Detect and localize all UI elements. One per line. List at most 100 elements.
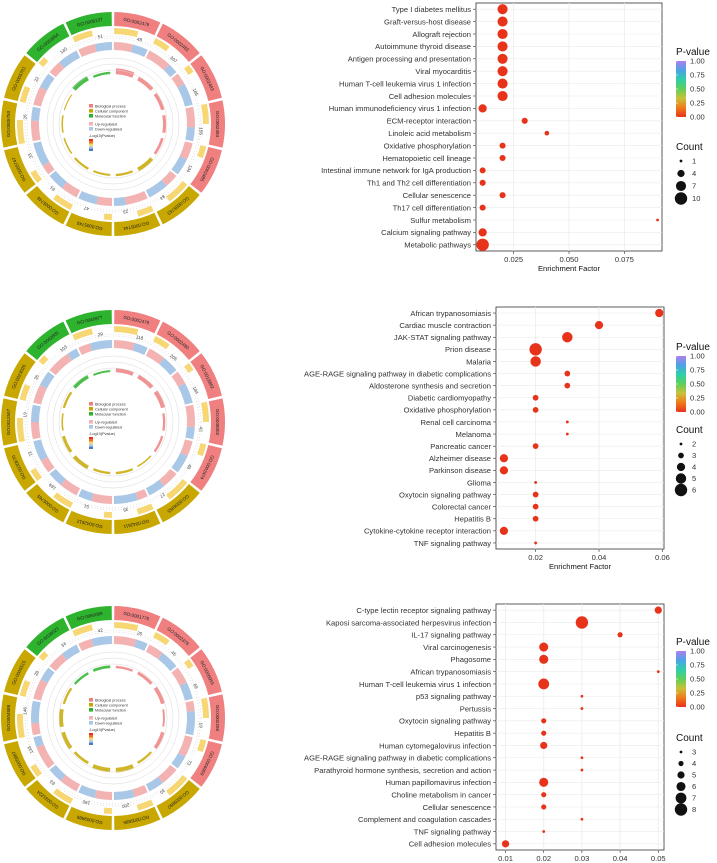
count-legend-label: 4 [692, 463, 696, 472]
term-label: Metabolic pathways [404, 241, 471, 250]
up-regulated-bar [124, 191, 148, 205]
rich-factor-bar [92, 665, 111, 672]
data-point [479, 167, 486, 174]
up-regulated-bar [96, 196, 113, 206]
term-label: Cellular senescence [403, 191, 471, 200]
gene-count-bar [53, 492, 73, 508]
data-point [479, 204, 486, 211]
go-term-sector [114, 606, 161, 630]
legend-label: Molecular function [95, 412, 126, 416]
data-point [541, 804, 547, 810]
rich-factor-bar [115, 170, 134, 177]
rich-factor-bar [137, 76, 154, 91]
data-point [532, 394, 539, 401]
term-label: TNF signaling pathway [414, 827, 491, 836]
data-point [540, 741, 548, 750]
term-label: Antigen processing and presentation [348, 55, 471, 64]
gene-count-label: 23 [122, 209, 129, 215]
legend-gradient-step [89, 740, 93, 743]
rich-factor-bar [73, 672, 89, 685]
legend-swatch [89, 721, 93, 725]
go-term-sector [4, 146, 36, 193]
term-label: Kaposi sarcoma-associated herpesvirus in… [326, 618, 491, 627]
count-legend-label: 7 [692, 182, 696, 191]
data-point [479, 179, 486, 186]
x-tick-label: 0.03 [575, 854, 590, 863]
gene-count-bar [184, 659, 194, 669]
count-legend-label: 5 [692, 771, 696, 780]
data-point [538, 678, 550, 690]
go-term-sector [0, 398, 18, 446]
legend-swatch [89, 109, 93, 113]
go-term-sector [114, 510, 161, 534]
gene-count-label: 42 [199, 427, 204, 433]
data-point [499, 142, 506, 149]
gene-count-bar [114, 28, 139, 38]
count-legend-dot [677, 169, 685, 178]
data-point [478, 104, 487, 113]
data-point [497, 90, 508, 102]
term-label: Prion disease [445, 345, 491, 354]
pvalue-tick-label: 0.00 [690, 408, 705, 417]
gene-count-label: 35 [122, 507, 129, 513]
go-term-label: GO:0004888 [6, 704, 11, 731]
go-term-sector [156, 617, 200, 656]
go-term-sector [156, 321, 200, 360]
legend-gradient-step [89, 742, 93, 745]
down-regulated-bar [185, 426, 195, 440]
count-legend-dot [679, 442, 683, 446]
gene-count-bar [136, 799, 154, 811]
data-point [564, 370, 571, 377]
gene-count-label: 35 [33, 374, 40, 381]
count-legend-label: 2 [692, 440, 696, 449]
down-regulated-bar [163, 64, 177, 78]
up-regulated-bar [31, 422, 41, 440]
legend-pvalue-title: -Log10(Pvalue) [89, 134, 116, 138]
gene-count-bar [53, 788, 73, 804]
term-label: Phagosome [450, 655, 491, 664]
count-legend-dot [676, 781, 686, 792]
go-term-sector [65, 510, 112, 534]
legend-swatch [89, 114, 93, 118]
go-term-label: GO:0005745 [76, 220, 103, 231]
pvalue-tick-label: 0.25 [690, 394, 705, 403]
gene-count-bar [103, 511, 112, 518]
gene-count-bar [16, 713, 26, 739]
gene-count-label: 133 [26, 745, 34, 754]
gene-count-bar [200, 103, 209, 124]
gene-count-label: 48 [186, 463, 193, 470]
legend-label: Up-regulated [95, 420, 117, 424]
count-legend-dot [676, 462, 686, 472]
term-label: TNF signaling pathway [414, 539, 491, 548]
down-regulated-bar [157, 652, 177, 672]
rich-factor-bar [115, 368, 134, 376]
up-regulated-bar [78, 343, 92, 355]
legend-label: Biological process [95, 104, 126, 108]
pvalue-colorbar [676, 61, 686, 117]
gene-count-label: 169 [48, 482, 57, 491]
dotplot-3: C-type lectin receptor signaling pathway… [304, 603, 710, 863]
data-point [541, 730, 547, 736]
gene-count-label: 61 [49, 185, 56, 192]
legend-label: Biological process [95, 402, 126, 406]
legend-gradient-step [89, 148, 93, 151]
legend-gradient-step [89, 441, 93, 445]
go-term-sector [190, 353, 222, 400]
term-label: Choline metabolism in cancer [391, 790, 491, 799]
data-point [532, 491, 539, 498]
grid-circle [46, 57, 180, 191]
gene-count-bar [30, 467, 42, 481]
rich-factor-bar [93, 170, 111, 176]
up-regulated-bar [185, 700, 195, 712]
x-tick-label: 0.050 [559, 255, 578, 264]
gene-count-label: 19 [199, 723, 204, 729]
legend-gradient-step [89, 141, 93, 144]
gene-count-bar [136, 205, 154, 217]
term-label: ECM-receptor interaction [387, 117, 471, 126]
count-legend-label: 7 [692, 794, 696, 803]
go-term-sector [26, 617, 70, 656]
up-regulated-bar [135, 489, 148, 501]
go-term-sector [26, 780, 70, 819]
